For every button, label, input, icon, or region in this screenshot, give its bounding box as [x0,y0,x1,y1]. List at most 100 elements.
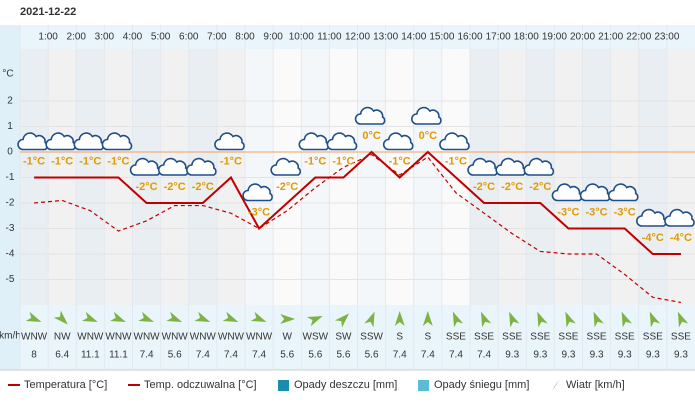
weather-icon [270,157,302,176]
axis-strip [0,25,20,370]
wind-direction: WNW [162,332,189,343]
y-tick-label: -4 [6,249,15,260]
legend-label: Temp. odczuwalna [°C] [144,379,257,391]
temp-label: -2°C [501,181,523,193]
cloud [270,157,302,176]
wind-direction: WNW [21,332,48,343]
wind-arrow [222,311,239,323]
hour-label: 3:00 [95,32,115,43]
arrow [194,311,211,323]
weather-icon [186,157,217,176]
temp-label: -2°C [136,181,158,193]
arrow [53,310,68,325]
legend-swatch [418,380,429,391]
temp-label: -3°C [248,206,270,218]
wind-direction: SSE [474,332,494,343]
wind-speed: 5.6 [168,350,182,361]
hour-label: 17:00 [486,32,511,43]
temp-label: 0°C [362,130,381,142]
temp-label: -1°C [332,155,354,167]
wind-speed: 9.3 [590,350,604,361]
plot: 1:00 2:00 3:00 4:00 5:00 6:00 7:00 8:00 9:00 10:0… [6,25,695,391]
hour-label: 18:00 [514,32,539,43]
arrow [166,311,183,323]
cloud [411,106,442,125]
weather-icon [242,183,273,202]
wind-arrow [422,311,433,326]
arrow [81,311,98,323]
hour-label: 9:00 [263,32,283,43]
wind-direction: SSE [671,332,691,343]
arrow [222,311,239,323]
wind-speed: 6.4 [55,350,69,361]
weather-icon [382,132,414,151]
wind-unit: km/h [0,331,21,342]
arrow [649,311,661,328]
cloud [607,183,639,202]
wind-arrow [593,311,604,328]
arrow [334,313,350,328]
chart-title: 2021-12-22 [20,6,76,18]
wind-speed: 7.4 [252,350,266,361]
cloud [242,183,273,202]
temp-label: -1°C [389,155,411,167]
y-tick-label: -5 [6,274,15,285]
cloud [354,106,386,125]
temp-label: -3°C [557,206,579,218]
series-line [34,150,681,255]
y-tick-label: -1 [6,172,15,183]
cloud [186,157,217,176]
wind-direction: WNW [218,332,245,343]
arrow [481,311,492,328]
arrow [509,311,520,328]
arrow [593,311,604,328]
y-tick-label: -2 [6,198,15,209]
temp-label: -1°C [107,155,129,167]
temp-label: -4°C [670,232,692,244]
wind-direction: SSE [530,332,550,343]
weather-icon [664,208,695,227]
wind-speed: 5.6 [365,350,379,361]
legend-label: Temperatura [°C] [24,379,107,391]
hour-label: 8:00 [235,32,255,43]
y-tick-label: 1 [7,121,13,132]
weather-icon [411,106,442,125]
weather-icon [326,132,358,151]
hour-label: 2:00 [67,32,87,43]
wind-speed: 9.3 [674,350,688,361]
weather-icon [214,132,245,151]
wind-arrow [452,311,464,328]
hour-label: 13:00 [373,32,398,43]
arrow [565,311,576,328]
weather-icon [354,106,386,125]
hour-label: 1:00 [38,32,58,43]
wind-arrow [334,313,350,328]
wind-direction: SSW [360,332,383,343]
temp-label: 0°C [419,130,438,142]
arrow [452,311,464,328]
y-tick-label: 0 [7,147,13,158]
hour-label: 21:00 [598,32,623,43]
wind-direction: WSW [303,332,329,343]
weather-icon [101,132,133,151]
hour-label: 10:00 [289,32,314,43]
legend-label: Opady śniegu [mm] [434,379,529,391]
temp-label: -3°C [586,206,608,218]
hour-label: 4:00 [123,32,143,43]
wind-arrow [537,311,548,328]
hour-label: 14:00 [401,32,426,43]
y-tick-label: -3 [6,223,15,234]
wind-speed: 5.6 [280,350,294,361]
hour-label: 19:00 [542,32,567,43]
cloud [439,132,470,151]
hour-label: 23:00 [654,32,679,43]
wind-arrow [481,311,492,328]
wind-arrow [250,311,267,323]
hour-label: 12:00 [345,32,370,43]
wind-direction: WNW [246,332,273,343]
weather-icon [439,132,470,151]
wind-speed: 7.4 [421,350,435,361]
wind-direction: S [424,332,431,343]
arrow [364,311,375,328]
wind-arrow [649,311,661,328]
